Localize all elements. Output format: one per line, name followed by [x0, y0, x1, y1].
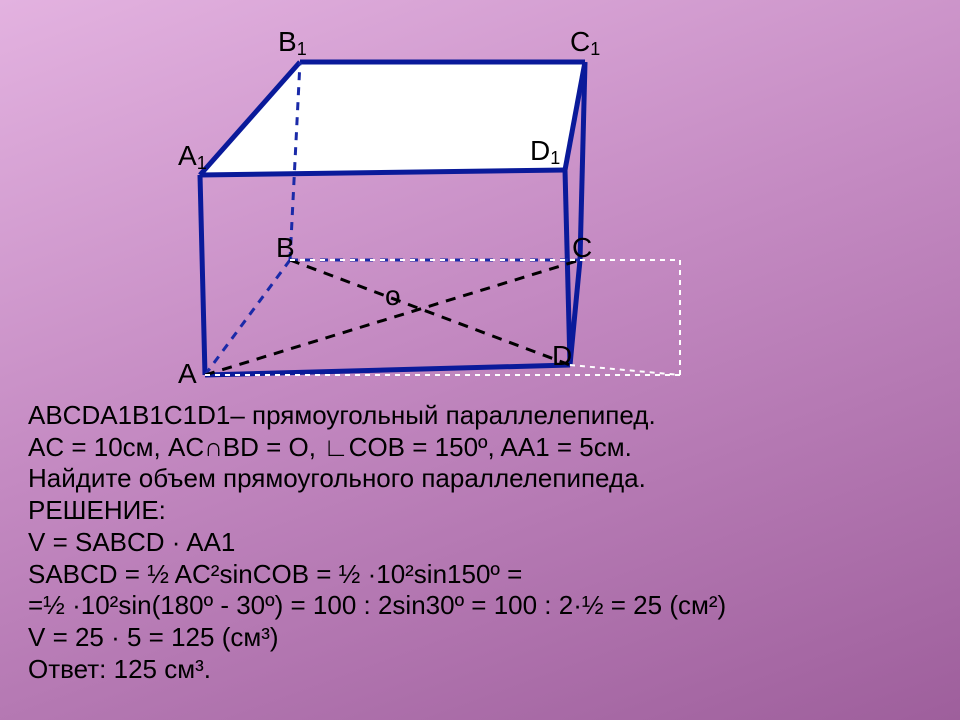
slide-stage: A B C D A1 B1 C1 D1 о ABCDA1B1C1D1– прямоугольны…: [0, 0, 960, 720]
parallelepiped-figure: [0, 0, 960, 420]
problem-text: ABCDA1B1C1D1– прямоугольный параллелепип…: [28, 400, 932, 685]
top-face: [200, 62, 585, 175]
label-B: B: [276, 232, 295, 264]
base-diagonals: [205, 260, 580, 375]
line-1: ABCDA1B1C1D1– прямоугольный параллелепип…: [28, 400, 932, 432]
label-D: D: [552, 340, 572, 372]
line-6: SABCD = ½ AC²sinCOB = ½ ·10²sin150º =: [28, 559, 932, 591]
line-7: =½ ·10²sin(180º - 30º) = 100 : 2sin30º =…: [28, 590, 932, 622]
line-4: РЕШЕНИЕ:: [28, 495, 932, 527]
label-A1: A1: [178, 140, 207, 172]
label-C1: C1: [570, 26, 600, 58]
label-A: A: [178, 358, 197, 390]
line-3: Найдите объем прямоугольного параллелепи…: [28, 463, 932, 495]
line-5: V = SABCD · AA1: [28, 527, 932, 559]
label-D1: D1: [530, 135, 560, 167]
label-O: о: [385, 280, 401, 312]
line-9: Ответ: 125 см³.: [28, 654, 932, 686]
line-2: AC = 10см, AC∩BD = O, ∟COB = 150º, AA1 =…: [28, 432, 932, 464]
label-C: C: [572, 232, 592, 264]
line-8: V = 25 · 5 = 125 (см³): [28, 622, 932, 654]
label-B1: B1: [278, 26, 307, 58]
